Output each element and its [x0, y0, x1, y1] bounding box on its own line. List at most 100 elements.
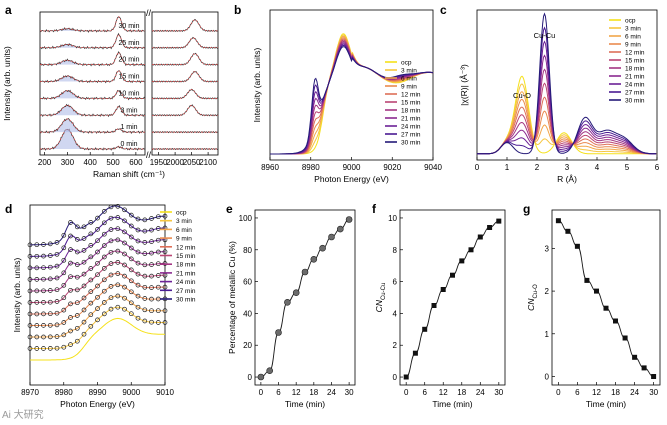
fit-point	[95, 306, 100, 311]
fit-point	[88, 323, 94, 329]
fit-point	[155, 320, 161, 325]
fit-legend-label: 24 min	[176, 279, 196, 286]
fit-point	[47, 264, 53, 270]
exafs-x-tick-label: 5	[625, 163, 630, 172]
fit-point	[34, 334, 40, 340]
fit-point	[47, 241, 53, 247]
raman-x-tick-label: 600	[129, 158, 143, 167]
scatter-e-point	[266, 367, 274, 375]
scatter-e-y-tick-label: 20	[243, 341, 252, 350]
scatter-g-point	[565, 228, 571, 234]
scatter-g-point	[613, 318, 618, 324]
scatter-e-trend	[260, 219, 350, 378]
fit-point	[155, 237, 161, 243]
fit-point	[122, 240, 127, 246]
raman-spectrum-right	[151, 147, 219, 151]
fit-point	[61, 270, 67, 276]
fit-point	[101, 243, 107, 248]
fit-point	[74, 249, 80, 255]
fit-point	[41, 253, 46, 259]
fit-point	[101, 311, 107, 317]
fit-point	[34, 277, 40, 282]
raman-fit-area	[40, 60, 85, 65]
fit-point	[88, 231, 94, 237]
fit-point	[88, 220, 94, 225]
raman-fit-right	[152, 104, 218, 116]
fit-point	[155, 214, 161, 220]
fit-point	[108, 215, 114, 221]
scatter-f-x-tick-label: 0	[404, 388, 409, 397]
xanes-x-tick-label: 8960	[261, 163, 279, 172]
fit-point	[95, 283, 100, 289]
fit-point	[149, 227, 154, 233]
fit-point	[41, 346, 46, 351]
fit-point	[135, 249, 141, 255]
fit-point	[101, 266, 107, 271]
raman-frame-right	[151, 11, 219, 156]
panel-c-letter: c	[440, 3, 447, 17]
fit-point	[81, 259, 87, 265]
scatter-f-point	[412, 350, 418, 356]
scatter-g-x-tick-label: 24	[630, 388, 639, 397]
raman-fit-area	[40, 44, 85, 48]
xanes-legend-label: 15 min	[401, 100, 421, 107]
scatter-g-point	[594, 288, 599, 294]
fit-point	[142, 296, 148, 301]
xanes-legend-label: 6 min	[401, 76, 417, 83]
fit-point	[68, 315, 73, 320]
fit-point	[27, 323, 33, 328]
fit-point	[47, 334, 53, 340]
fit-point	[61, 320, 67, 325]
scatter-g-point	[651, 374, 657, 379]
fit-point	[47, 299, 53, 305]
fit-point	[135, 271, 141, 277]
fit-point	[81, 283, 87, 289]
scatter-e-point	[319, 244, 326, 252]
raman-fit	[40, 118, 145, 133]
fit-point	[115, 226, 121, 232]
fit-point	[115, 215, 121, 220]
fit-point	[68, 328, 73, 334]
fit-legend-label: 9 min	[176, 236, 192, 243]
panel-e: e 0 6 12 18 24 30 0 20 40 60 80 100 Time (min) Percent…	[226, 202, 356, 409]
fit-point	[149, 296, 154, 302]
raman-fit	[40, 52, 145, 65]
fit-point	[108, 238, 114, 244]
fit-point	[122, 218, 127, 224]
scatter-e-x-tick-label: 18	[309, 388, 318, 397]
fit-point	[115, 282, 121, 288]
raman-x-tick-label: 500	[106, 158, 120, 167]
raman-fit-area	[40, 76, 85, 82]
scatter-e-point	[310, 255, 318, 263]
fit-point	[34, 311, 40, 317]
fit-point	[115, 293, 121, 299]
fit-point	[41, 276, 46, 282]
fit-ylabel: Intensity (arb. units)	[12, 258, 22, 333]
fit-point	[34, 346, 40, 351]
fit-legend-label: 21 min	[176, 270, 196, 277]
raman-spectrum-right	[151, 18, 219, 33]
fit-point	[41, 242, 46, 247]
fit-point	[142, 318, 148, 324]
fit-x-tick-label: 8980	[55, 388, 73, 397]
scatter-e-y-tick-label: 60	[243, 278, 252, 287]
fit-point	[108, 204, 114, 210]
fit-point	[128, 245, 134, 251]
fit-point	[95, 294, 100, 300]
panel-e-letter: e	[226, 202, 233, 216]
exafs-legend-label: 9 min	[625, 42, 641, 49]
fit-point	[47, 311, 53, 317]
fit-point	[149, 239, 154, 244]
scatter-g-x-tick-label: 12	[592, 388, 601, 397]
raman-series-label: 3 min	[120, 107, 137, 114]
fit-legend-label: 27 min	[176, 288, 196, 295]
scatter-e-xlabel: Time (min)	[285, 399, 325, 409]
raman-spectrum-right	[151, 104, 219, 117]
xanes-legend-label: 27 min	[401, 132, 421, 139]
scatter-e-y-tick-label: 40	[243, 309, 252, 318]
fit-point	[108, 306, 114, 312]
exafs-curve	[477, 12, 657, 155]
axis-break-top: //	[146, 8, 152, 18]
